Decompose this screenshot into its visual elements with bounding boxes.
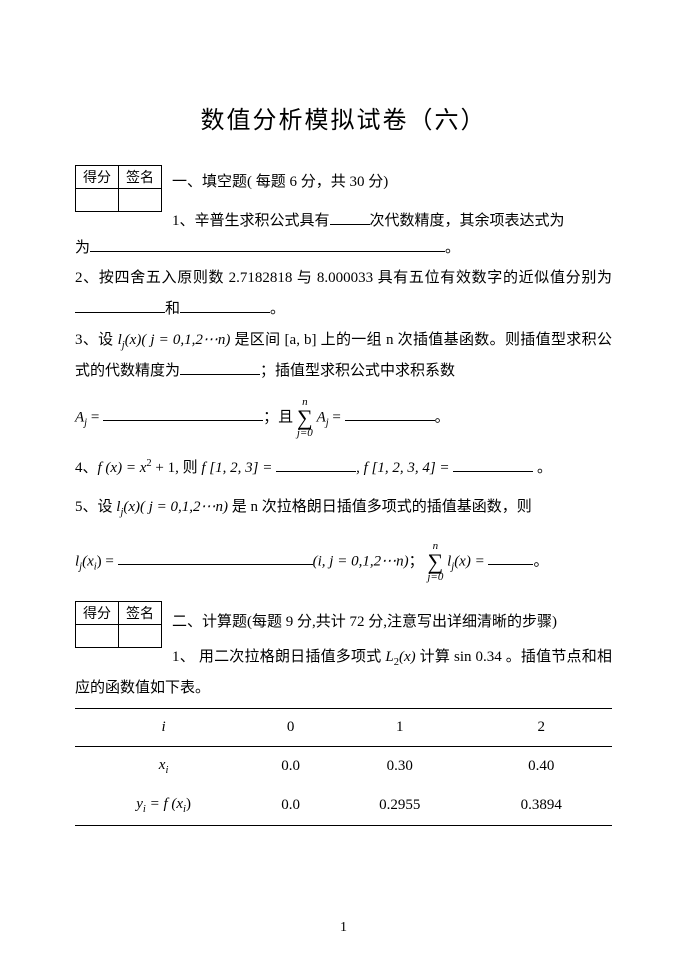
q4-f1: f [1, 2, 3] = — [201, 460, 276, 476]
score-box-col1-cell — [76, 189, 119, 212]
score-box2-col2-header: 签名 — [119, 601, 162, 624]
q3-xj: (x)( j = 0,1,2⋯n) — [125, 332, 231, 348]
q4-fx: f (x) = x — [98, 460, 147, 476]
row2-1: 0.2955 — [329, 786, 470, 826]
q3-blank-1 — [180, 360, 260, 375]
q1-text-b: 次代数精度，其余项表达式为 — [370, 213, 565, 229]
q3-blank-2 — [103, 406, 263, 421]
score-box2-col2-cell — [119, 624, 162, 647]
q1-blank-1 — [330, 210, 370, 225]
q3-a: 3、设 — [75, 332, 118, 348]
q2-mid: 和 — [165, 301, 180, 317]
s2-q1-b: 计算 — [416, 649, 454, 665]
q3-end: 。 — [435, 409, 450, 425]
score-box-col2-cell — [119, 189, 162, 212]
th-1: 1 — [329, 708, 470, 746]
q5-paren: ) = — [97, 553, 118, 569]
q5-xi: (x — [82, 553, 94, 569]
q4-f2: f [1, 2, 3, 4] = — [364, 460, 454, 476]
q5-semi: ； — [409, 553, 424, 569]
q5-x2: (x) = — [454, 553, 488, 569]
s2-q1-L2: L — [385, 649, 393, 665]
q5-blank-1 — [118, 550, 313, 565]
sum-bot-2: j=0 — [427, 572, 443, 583]
score-box2-col1-header: 得分 — [76, 601, 119, 624]
q4-b: 则 — [179, 460, 202, 476]
q2-end: 。 — [270, 301, 285, 317]
q5-end: 。 — [533, 553, 548, 569]
q1-text-a: 1、辛普生求积公式具有 — [172, 213, 330, 229]
page-number: 1 — [0, 920, 687, 936]
sum-bot: j=0 — [297, 428, 313, 439]
q3-ab: [a, b] — [285, 332, 317, 348]
row1-1: 0.30 — [329, 746, 470, 786]
q3-d: ；插值型求积公式中求积系数 — [260, 363, 455, 379]
q1-end: 。 — [445, 240, 460, 256]
th-i: i — [75, 708, 252, 746]
q3-e: ；且 — [263, 409, 293, 425]
q4-mid: , — [356, 460, 364, 476]
q5-line2: lj(xi) = (i, j = 0,1,2⋯n)； n ∑ j=0 lj(x)… — [75, 541, 612, 583]
q4-plus: + 1, — [152, 460, 179, 476]
score-box-col2-header: 签名 — [119, 166, 162, 189]
q4-line: 4、f (x) = x2 + 1, 则 f [1, 2, 3] = , f [1… — [75, 453, 612, 484]
page-title: 数值分析模拟试卷（六） — [75, 100, 612, 135]
q5-xj: (x)( j = 0,1,2⋯n) — [123, 499, 228, 515]
q5-blank-2 — [488, 550, 533, 565]
q4-blank-1 — [276, 457, 356, 472]
s2-q1-a: 1、 用二次拉格朗日插值多项式 — [172, 649, 385, 665]
q2-line: 2、按四舍五入原则数 2.7182818 与 8.000033 具有五位有效数字… — [75, 263, 612, 325]
q3-b: 是区间 — [230, 332, 284, 348]
q1-line2: 为。 — [75, 233, 612, 264]
row2-2: 0.3894 — [471, 786, 613, 826]
score-box2-col1-cell — [76, 624, 119, 647]
s2-q1-x: (x) — [399, 649, 416, 665]
s2-q1-sin: sin 0.34 — [454, 649, 502, 665]
data-table: i 0 1 2 xi 0.0 0.30 0.40 yi = f (xi) 0.0… — [75, 708, 612, 826]
q4-a: 4、 — [75, 460, 98, 476]
row2-label: yi = f (xi) — [75, 786, 252, 826]
row1-label: xi — [75, 746, 252, 786]
section1-block: 得分 签名 一、填空题( 每题 6 分，共 30 分) 1、辛普生求积公式具有次… — [75, 165, 612, 237]
q3-line2: Aj = ；且 n ∑ j=0 Aj = 。 — [75, 397, 612, 439]
score-box: 得分 签名 — [75, 165, 162, 212]
q1-blank-2 — [90, 236, 445, 251]
q2-blank-1 — [75, 298, 165, 313]
row1-2: 0.40 — [471, 746, 613, 786]
th-2: 2 — [471, 708, 613, 746]
section2-block: 得分 签名 二、计算题(每题 9 分,共计 72 分,注意写出详细清晰的步骤) … — [75, 601, 612, 704]
q5-b: 是 n 次拉格朗日插值多项式的插值基函数，则 — [228, 499, 532, 515]
q2-text-a: 2、按四舍五入原则数 2.7182818 与 8.000033 具有五位有效数字… — [75, 270, 612, 286]
th-0: 0 — [252, 708, 329, 746]
q5-line: 5、设 lj(x)( j = 0,1,2⋯n) 是 n 次拉格朗日插值多项式的插… — [75, 492, 612, 524]
q3-Aj: A — [75, 409, 84, 425]
q3-blank-3 — [345, 406, 435, 421]
row2-0: 0.0 — [252, 786, 329, 826]
q5-a: 5、设 — [75, 499, 116, 515]
q4-end: 。 — [533, 460, 552, 476]
sum-icon: n ∑ j=0 — [297, 397, 313, 439]
q4-blank-2 — [453, 457, 533, 472]
row1-0: 0.0 — [252, 746, 329, 786]
s2-q1-line: 1、 用二次拉格朗日插值多项式 L2(x) 计算 sin 0.34 。插值节点和… — [75, 642, 612, 704]
q3-eq2: = — [329, 409, 345, 425]
score-box-2: 得分 签名 — [75, 601, 162, 648]
q2-blank-2 — [180, 298, 270, 313]
sum-icon-2: n ∑ j=0 — [427, 541, 443, 583]
q3-Aj2: A — [317, 409, 326, 425]
score-box-col1-header: 得分 — [76, 166, 119, 189]
exam-page: 数值分析模拟试卷（六） 得分 签名 一、填空题( 每题 6 分，共 30 分) … — [0, 0, 687, 971]
sum-symbol-2: ∑ — [427, 552, 443, 572]
q5-ij: (i, j = 0,1,2⋯n) — [313, 553, 409, 569]
q3-eq: = — [87, 409, 103, 425]
q3-line: 3、设 lj(x)( j = 0,1,2⋯n) 是区间 [a, b] 上的一组 … — [75, 325, 612, 387]
sum-symbol: ∑ — [297, 408, 313, 428]
